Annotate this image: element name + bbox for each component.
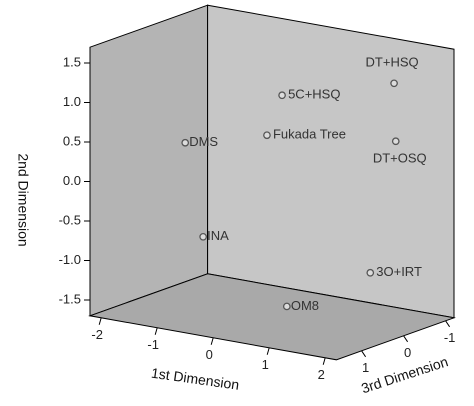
point bbox=[390, 79, 398, 88]
point bbox=[282, 302, 291, 311]
floor bbox=[88, 273, 456, 361]
z-tick-label: 1 bbox=[362, 360, 369, 375]
z-tick-label: -1 bbox=[444, 330, 456, 345]
point-label: OM8 bbox=[291, 298, 319, 313]
point bbox=[181, 138, 190, 147]
z-tick bbox=[445, 320, 451, 328]
point bbox=[263, 131, 271, 140]
point-label: 3O+IRT bbox=[376, 264, 422, 279]
point-label: DMS bbox=[189, 134, 218, 149]
x-tick bbox=[266, 347, 270, 355]
point bbox=[278, 91, 286, 100]
z-tick bbox=[403, 335, 409, 343]
point-label: DT+HSQ bbox=[366, 55, 419, 70]
y-tick-label: 0.5 bbox=[63, 133, 81, 148]
x-axis-title: 1st Dimension bbox=[150, 365, 240, 393]
y-tick-label: 0.0 bbox=[63, 173, 81, 188]
point-label: INA bbox=[207, 228, 229, 243]
y-tick-label: -1.0 bbox=[59, 252, 81, 267]
x-tick bbox=[154, 327, 158, 335]
point bbox=[366, 268, 375, 277]
x-tick-label: 0 bbox=[206, 347, 213, 362]
y-tick-label: 1.0 bbox=[63, 94, 81, 109]
z-tick bbox=[361, 350, 367, 358]
x-tick bbox=[322, 357, 326, 365]
y-tick-label: -0.5 bbox=[59, 212, 81, 227]
left-wall bbox=[89, 4, 209, 317]
x-tick-label: 2 bbox=[318, 367, 325, 382]
point bbox=[391, 137, 400, 146]
x-tick-label: -1 bbox=[147, 337, 159, 352]
point-label: 5C+HSQ bbox=[288, 87, 340, 102]
point-label: DT+OSQ bbox=[373, 151, 427, 166]
point bbox=[199, 232, 207, 241]
point-label: Fukada Tree bbox=[273, 127, 346, 142]
z-tick-label: 0 bbox=[404, 345, 411, 360]
x-tick-label: -2 bbox=[91, 327, 103, 342]
x-tick bbox=[210, 337, 214, 345]
y-tick-label: 1.5 bbox=[63, 54, 81, 69]
y-axis-title: 2nd Dimension bbox=[15, 153, 31, 246]
x-tick-label: 1 bbox=[262, 357, 269, 372]
x-tick bbox=[98, 317, 102, 325]
y-tick-label: -1.5 bbox=[59, 291, 81, 306]
